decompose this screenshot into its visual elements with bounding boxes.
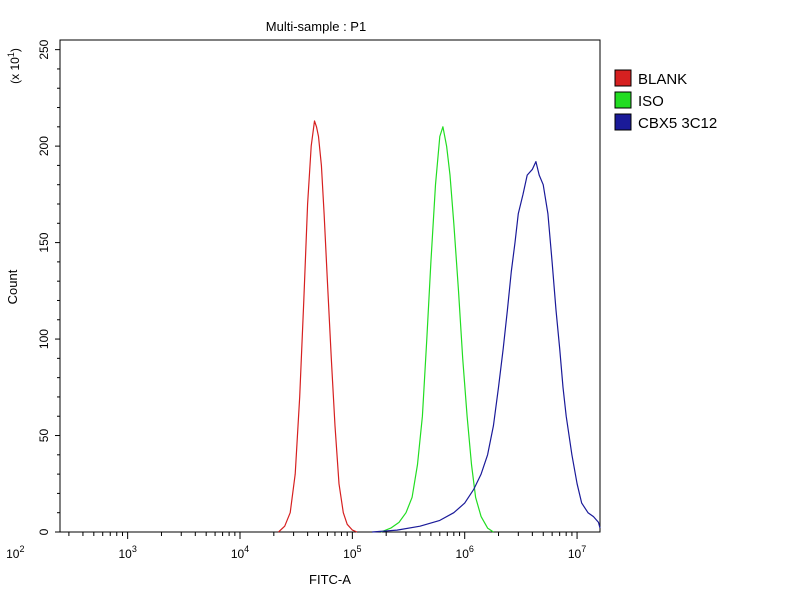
y-tick-label: 100 xyxy=(37,329,51,349)
y-axis-label: Count xyxy=(5,269,20,304)
legend-swatch-0 xyxy=(614,69,632,87)
legend-label-1: ISO xyxy=(638,93,664,110)
x-tick-label: 106 xyxy=(456,544,474,561)
series-layer xyxy=(278,120,601,533)
y-axis: 0 50 100 150 200 250 xyxy=(37,39,60,535)
series-line-0 xyxy=(278,120,358,533)
series-line-2 xyxy=(372,161,601,533)
y-tick-label: 50 xyxy=(37,429,51,443)
legend-swatch-1 xyxy=(614,91,632,109)
plot-frame xyxy=(59,39,601,533)
legend: BLANK ISO CBX5 3C12 xyxy=(614,69,717,132)
y-tick-label: 250 xyxy=(37,39,51,59)
series-line-1 xyxy=(380,126,494,533)
x-tick-label: 107 xyxy=(568,544,586,561)
x-tick-label: 105 xyxy=(343,544,361,561)
x-tick-label: 102 xyxy=(6,544,24,561)
y-tick-label: 0 xyxy=(37,528,51,535)
legend-label-0: BLANK xyxy=(638,71,687,88)
y-tick-label: 200 xyxy=(37,136,51,156)
x-tick-label: 104 xyxy=(231,544,249,561)
x-axis-label: FITC-A xyxy=(309,572,351,587)
y-axis-multiplier: (x 101) xyxy=(6,48,22,84)
y-tick-label: 150 xyxy=(37,232,51,252)
legend-label-2: CBX5 3C12 xyxy=(638,115,717,132)
chart-title: Multi-sample : P1 xyxy=(266,19,366,34)
x-tick-label: 103 xyxy=(118,544,136,561)
x-axis: 102 103 104 105 106 107 xyxy=(6,532,586,561)
legend-swatch-2 xyxy=(614,113,632,131)
